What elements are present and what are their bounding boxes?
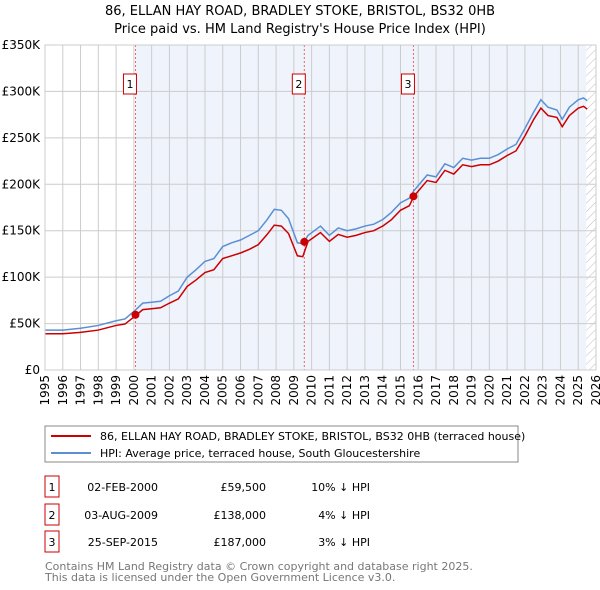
sale-point — [131, 310, 140, 319]
property-price-line — [45, 105, 588, 335]
x-tick-label: 2015 — [393, 375, 407, 406]
y-tick-label: £350K — [2, 38, 42, 52]
x-tick-label: 2003 — [180, 375, 194, 406]
sale-row-number: 2 — [49, 509, 56, 522]
owned-period-shade — [135, 45, 587, 370]
legend-box — [44, 425, 519, 463]
x-tick-label: 1999 — [109, 375, 123, 406]
sale-label-box — [122, 73, 137, 95]
x-tick-label: 1995 — [38, 375, 52, 406]
forecast-hatch — [586, 45, 596, 370]
chart-title: 86, ELLAN HAY ROAD, BRADLEY STOKE, BRIST… — [105, 4, 495, 19]
sale-row-price: £59,500 — [221, 481, 267, 494]
hpi-line — [45, 97, 588, 331]
x-tick-label: 2019 — [465, 375, 479, 406]
x-tick-label: 2007 — [251, 375, 265, 406]
sale-row-delta: 10% ↓ HPI — [311, 481, 370, 494]
sale-row-badge — [44, 530, 60, 553]
x-tick-label: 2023 — [536, 375, 550, 406]
x-tick-label: 2010 — [305, 375, 319, 406]
sale-label-box — [400, 73, 415, 95]
sale-row-badge — [44, 475, 60, 498]
x-tick-label: 2008 — [269, 375, 283, 406]
y-tick-label: £300K — [2, 84, 42, 98]
sale-row-date: 03-AUG-2009 — [84, 509, 158, 522]
x-tick-label: 2016 — [411, 375, 425, 406]
sale-row-price: £187,000 — [214, 536, 267, 549]
sale-row-delta: 4% ↓ HPI — [318, 509, 370, 522]
x-tick-label: 2000 — [127, 375, 141, 406]
sale-label-box — [291, 73, 306, 95]
x-tick-label: 2018 — [447, 375, 461, 406]
x-tick-label: 2001 — [145, 375, 159, 406]
x-tick-label: 2006 — [234, 375, 248, 406]
y-tick-label: £0 — [25, 363, 40, 377]
y-tick-label: £200K — [2, 177, 42, 191]
sales-table: 1 02-FEB-2000 £59,500 10% ↓ HPI 2 03-AUG-2009… — [44, 475, 370, 553]
sale-point — [409, 192, 418, 201]
y-tick-label: £150K — [2, 224, 42, 238]
y-tick-label: £50K — [9, 317, 41, 331]
sale-row-delta: 3% ↓ HPI — [318, 536, 370, 549]
sale-row-price: £138,000 — [214, 509, 267, 522]
x-tick-label: 2012 — [340, 375, 354, 406]
x-tick-label: 1997 — [74, 375, 88, 406]
x-tick-label: 2002 — [162, 375, 176, 406]
y-tick-label: £250K — [2, 131, 42, 145]
x-tick-label: 2024 — [553, 375, 567, 406]
x-tick-label: 2020 — [482, 375, 496, 406]
legend-label-hpi: HPI: Average price, terraced house, Sout… — [100, 447, 420, 460]
plot-border — [44, 44, 597, 371]
legend-label-property: 86, ELLAN HAY ROAD, BRADLEY STOKE, BRIST… — [100, 430, 525, 443]
x-tick-label: 1996 — [56, 375, 70, 406]
x-tick-label: 2021 — [500, 375, 514, 406]
x-tick-label: 2009 — [287, 375, 301, 406]
y-tick-label: £100K — [2, 270, 42, 284]
sale-point — [300, 237, 309, 246]
x-tick-label: 2017 — [429, 375, 443, 406]
x-tick-label: 2022 — [518, 375, 532, 406]
chart-subtitle: Price paid vs. HM Land Registry's House … — [114, 22, 486, 37]
x-tick-label: 2011 — [322, 375, 336, 406]
x-tick-label: 2013 — [358, 375, 372, 406]
x-tick-label: 2026 — [589, 375, 600, 406]
sale-label: 2 — [295, 78, 302, 91]
x-tick-label: 2014 — [376, 375, 390, 406]
x-tick-label: 2005 — [216, 375, 230, 406]
sale-row-date: 02-FEB-2000 — [87, 481, 158, 494]
sale-row-number: 1 — [49, 481, 56, 494]
x-tick-label: 1998 — [91, 375, 105, 406]
sale-row-badge — [44, 503, 60, 526]
sale-label: 3 — [404, 78, 411, 91]
footer-copyright: Contains HM Land Registry data © Crown c… — [45, 560, 473, 573]
sale-label: 1 — [126, 78, 133, 91]
sale-row-date: 25-SEP-2015 — [88, 536, 158, 549]
footer-licence: This data is licensed under the Open Gov… — [44, 571, 395, 584]
x-tick-label: 2025 — [571, 375, 585, 406]
x-tick-label: 2004 — [198, 375, 212, 406]
plot-area: 1995 1996 1997 1998 1999 2000 2001 2002 2003 2004… — [2, 38, 600, 406]
sale-row-number: 3 — [49, 536, 56, 549]
